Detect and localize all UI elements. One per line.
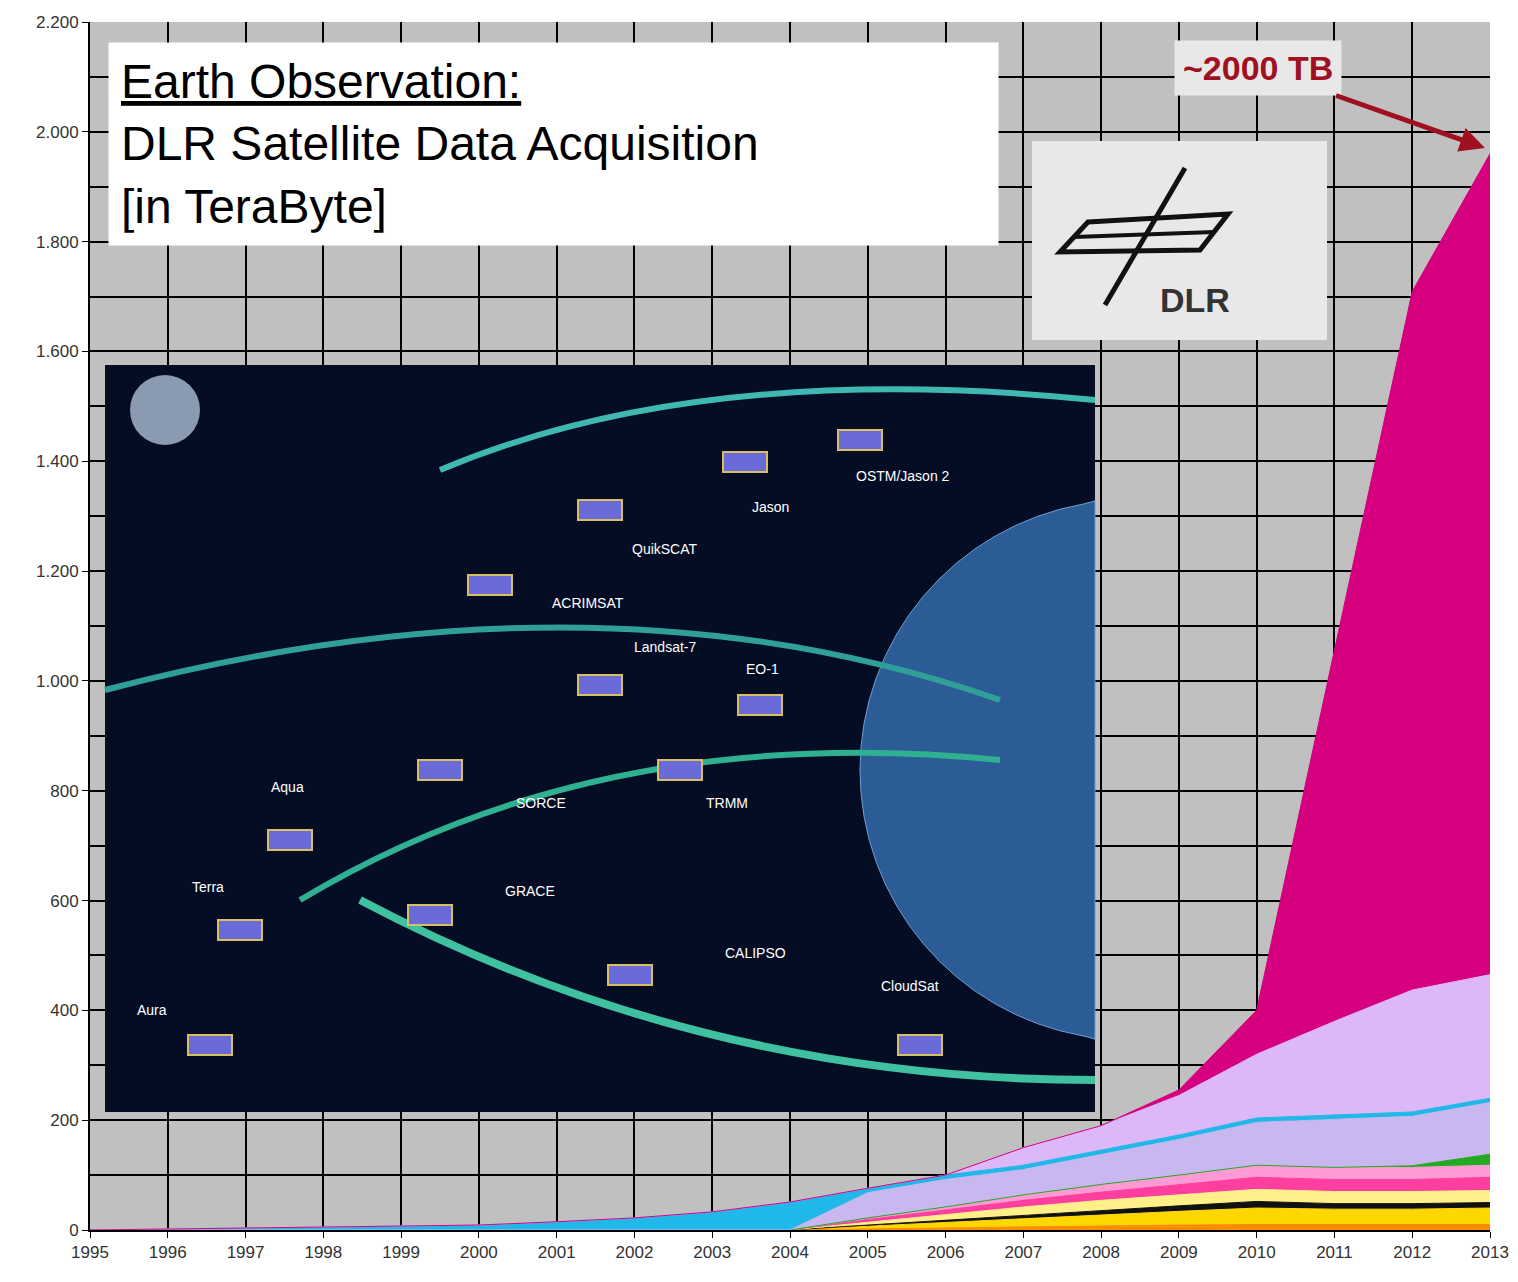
svg-text:2.000: 2.000	[36, 123, 79, 142]
svg-text:1.000: 1.000	[36, 672, 79, 691]
svg-text:Aura: Aura	[137, 1002, 167, 1018]
svg-text:2001: 2001	[538, 1243, 576, 1262]
svg-text:200: 200	[50, 1111, 78, 1130]
svg-text:TRMM: TRMM	[706, 795, 748, 811]
svg-text:Jason: Jason	[752, 499, 789, 515]
svg-text:GRACE: GRACE	[505, 883, 555, 899]
svg-text:DLR: DLR	[1160, 281, 1230, 319]
svg-text:2004: 2004	[771, 1243, 809, 1262]
svg-text:2006: 2006	[927, 1243, 965, 1262]
svg-text:CloudSat: CloudSat	[881, 978, 939, 994]
svg-text:1997: 1997	[227, 1243, 265, 1262]
svg-text:~2000 TB: ~2000 TB	[1183, 49, 1333, 87]
svg-text:2003: 2003	[693, 1243, 731, 1262]
svg-text:0: 0	[69, 1221, 78, 1240]
svg-text:OSTM/Jason 2: OSTM/Jason 2	[856, 468, 950, 484]
svg-text:600: 600	[50, 892, 78, 911]
svg-text:Earth Observation:DLR Satellit: Earth Observation:DLR Satellite Data Acq…	[121, 55, 759, 233]
svg-text:2.200: 2.200	[36, 13, 79, 32]
svg-text:1999: 1999	[382, 1243, 420, 1262]
svg-text:QuikSCAT: QuikSCAT	[632, 541, 698, 557]
svg-text:1995: 1995	[71, 1243, 109, 1262]
svg-text:ACRIMSAT: ACRIMSAT	[552, 595, 624, 611]
svg-text:400: 400	[50, 1001, 78, 1020]
svg-text:800: 800	[50, 782, 78, 801]
svg-text:1.400: 1.400	[36, 452, 79, 471]
svg-text:1.800: 1.800	[36, 233, 79, 252]
svg-text:2013: 2013	[1471, 1243, 1509, 1262]
svg-text:CALIPSO: CALIPSO	[725, 945, 786, 961]
svg-text:2005: 2005	[849, 1243, 887, 1262]
svg-text:2012: 2012	[1393, 1243, 1431, 1262]
svg-text:2009: 2009	[1160, 1243, 1198, 1262]
svg-text:2010: 2010	[1238, 1243, 1276, 1262]
svg-text:Landsat-7: Landsat-7	[634, 639, 696, 655]
svg-text:Aqua: Aqua	[271, 779, 304, 795]
svg-text:2007: 2007	[1004, 1243, 1042, 1262]
svg-text:2000: 2000	[460, 1243, 498, 1262]
svg-text:1.600: 1.600	[36, 342, 79, 361]
svg-text:Terra: Terra	[192, 879, 224, 895]
svg-text:EO-1: EO-1	[746, 661, 779, 677]
svg-text:SORCE: SORCE	[516, 795, 566, 811]
svg-text:1996: 1996	[149, 1243, 187, 1262]
svg-text:1998: 1998	[304, 1243, 342, 1262]
svg-text:2008: 2008	[1082, 1243, 1120, 1262]
svg-text:2011: 2011	[1316, 1243, 1353, 1262]
svg-text:1.200: 1.200	[36, 562, 79, 581]
svg-text:2002: 2002	[616, 1243, 654, 1262]
